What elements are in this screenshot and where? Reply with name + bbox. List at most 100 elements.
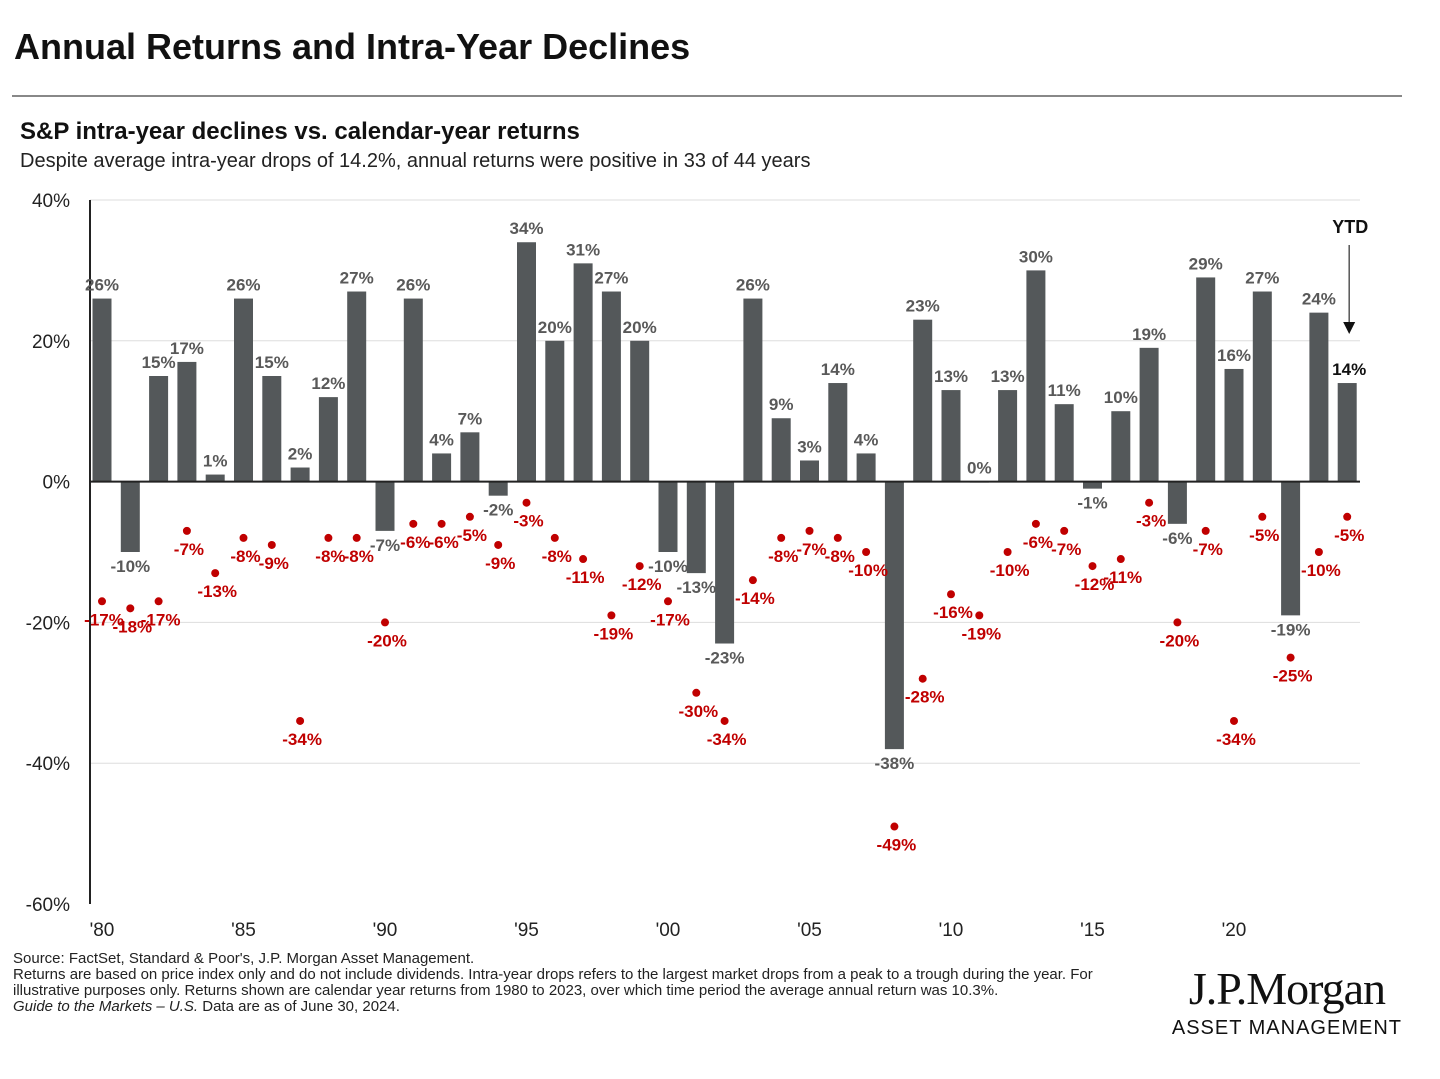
- bar-label: 7%: [458, 409, 483, 428]
- bar: [1337, 383, 1357, 482]
- ytd-annotation: YTD: [1332, 217, 1368, 237]
- bar-label: 27%: [1245, 269, 1279, 288]
- decline-dot: [1201, 526, 1210, 535]
- decline-dot: [692, 688, 701, 697]
- decline-dot: [211, 569, 220, 578]
- bar-label: 0%: [967, 459, 992, 478]
- x-tick-label: '00: [656, 920, 681, 941]
- bar: [1167, 481, 1187, 524]
- decline-dot: [296, 716, 305, 725]
- decline-dot: [409, 519, 418, 528]
- decline-label: -8%: [542, 547, 572, 566]
- bar-label: 20%: [623, 318, 657, 337]
- footnote-note: Returns are based on price index only an…: [13, 966, 1093, 999]
- bar-label: 31%: [566, 240, 600, 259]
- decline-dot: [1145, 498, 1154, 507]
- decline-dot: [579, 555, 588, 564]
- decline-dot: [522, 498, 531, 507]
- bar: [403, 298, 423, 482]
- bar: [1252, 291, 1272, 482]
- decline-label: -5%: [457, 526, 487, 545]
- decline-dot: [1314, 548, 1323, 556]
- bar: [1309, 312, 1329, 482]
- bar: [177, 361, 197, 482]
- bar-label: 30%: [1019, 247, 1053, 266]
- bar-label: 27%: [594, 269, 628, 288]
- bar: [573, 263, 593, 482]
- decline-label: -10%: [990, 561, 1030, 580]
- decline-dot: [1003, 548, 1012, 556]
- x-tick-label: '80: [90, 920, 115, 941]
- bar: [1139, 347, 1159, 482]
- decline-label: -9%: [485, 554, 515, 573]
- decline-label: -49%: [877, 836, 917, 855]
- decline-dot: [1286, 653, 1295, 662]
- decline-dot: [154, 597, 163, 606]
- decline-label: -16%: [933, 603, 973, 622]
- decline-label: -12%: [1075, 575, 1115, 594]
- decline-label: -17%: [650, 610, 690, 629]
- decline-dot: [777, 533, 786, 542]
- footnote-asof: Data are as of June 30, 2024.: [198, 998, 400, 1015]
- bar-label: 26%: [396, 276, 430, 295]
- bar: [234, 298, 253, 482]
- bar: [318, 397, 338, 482]
- x-tick-label: '20: [1222, 920, 1247, 941]
- decline-dot: [550, 533, 559, 542]
- decline-label: -19%: [594, 624, 634, 643]
- bar: [92, 298, 112, 482]
- bar: [856, 453, 876, 482]
- bar: [601, 291, 621, 482]
- bar-label: -38%: [875, 754, 915, 773]
- x-tick-label: '05: [797, 920, 822, 941]
- bar-label: 29%: [1189, 254, 1223, 273]
- decline-label: -7%: [796, 540, 826, 559]
- decline-label: -17%: [84, 610, 124, 629]
- decline-label: -20%: [367, 631, 407, 650]
- bar-label: 16%: [1217, 346, 1251, 365]
- bar: [1196, 277, 1216, 482]
- decline-label: -8%: [344, 547, 374, 566]
- x-tick-label: '85: [231, 920, 256, 941]
- bar: [1083, 481, 1102, 489]
- decline-label: -10%: [848, 561, 888, 580]
- logo-sub: ASSET MANAGEMENT: [1171, 1017, 1402, 1039]
- bar: [120, 481, 140, 552]
- bar: [149, 376, 169, 482]
- y-tick-label: 20%: [32, 332, 70, 353]
- bar-label: -7%: [370, 536, 400, 555]
- bar-label: 3%: [797, 437, 822, 456]
- bar-label: 26%: [85, 276, 119, 295]
- jpmorgan-logo: J.P.Morgan ASSET MANAGEMENT: [1172, 962, 1402, 1040]
- footnote-guide: Guide to the Markets – U.S.: [13, 998, 199, 1015]
- decline-dot: [1343, 512, 1352, 521]
- bar: [205, 474, 225, 482]
- bar-label: -2%: [483, 501, 513, 520]
- bar: [460, 432, 480, 482]
- decline-dot: [862, 548, 871, 556]
- decline-dot: [635, 562, 644, 571]
- bar-label: 10%: [1104, 388, 1138, 407]
- bar-label: 15%: [255, 353, 289, 372]
- decline-dot: [975, 611, 984, 620]
- decline-label: -7%: [1051, 540, 1081, 559]
- bar-label: -10%: [648, 557, 688, 576]
- bar: [715, 481, 735, 644]
- bar: [488, 481, 508, 496]
- decline-label: -6%: [428, 533, 458, 552]
- x-tick-label: '15: [1080, 920, 1105, 941]
- decline-label: -3%: [513, 512, 543, 531]
- bar: [743, 298, 763, 482]
- decline-label: -34%: [1216, 730, 1256, 749]
- bar-label: 15%: [142, 353, 176, 372]
- bar-label: -1%: [1077, 494, 1107, 513]
- bar-label: 9%: [769, 395, 794, 414]
- bar: [686, 481, 706, 574]
- bar-label: -19%: [1271, 620, 1311, 639]
- bar: [800, 460, 819, 482]
- bar: [828, 383, 848, 482]
- decline-label: -8%: [825, 547, 855, 566]
- decline-dot: [465, 512, 474, 521]
- decline-dot: [1060, 526, 1069, 535]
